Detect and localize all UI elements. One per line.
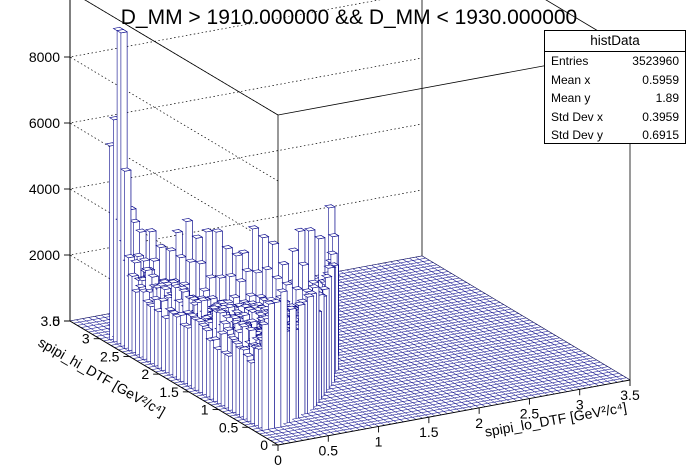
x-tick-label: 2 bbox=[475, 415, 483, 431]
stats-row: Mean y 1.89 bbox=[545, 89, 685, 108]
y-tick-label: 2.5 bbox=[100, 348, 120, 364]
z-tick-label: 4000 bbox=[29, 181, 60, 197]
stats-row: Std Dev y 0.6915 bbox=[545, 126, 685, 145]
stats-label: Std Dev x bbox=[551, 108, 603, 127]
stats-value: 0.6915 bbox=[642, 126, 679, 145]
x-tick-label: 1.5 bbox=[419, 424, 439, 440]
z-tick-label: 0 bbox=[52, 313, 60, 329]
z-tick-label: 6000 bbox=[29, 115, 60, 131]
stats-box: histData Entries 3523960 Mean x 0.5959 M… bbox=[544, 30, 686, 144]
y-tick-label: 3 bbox=[82, 331, 90, 347]
x-tick-label: 0.5 bbox=[319, 443, 339, 459]
y-tick-label: 0.5 bbox=[219, 419, 239, 435]
y-tick-label: 2 bbox=[141, 366, 149, 382]
y-tick-label: 1 bbox=[201, 402, 209, 418]
stats-label: Mean x bbox=[551, 71, 590, 90]
y-tick-label: 0 bbox=[260, 437, 268, 453]
x-tick-label: 1 bbox=[375, 433, 383, 449]
stats-value: 0.3959 bbox=[642, 108, 679, 127]
z-tick-label: 8000 bbox=[29, 49, 60, 65]
x-tick-label: 0 bbox=[274, 452, 282, 468]
stats-row: Std Dev x 0.3959 bbox=[545, 108, 685, 127]
x-axis-title: spipi_lo_DTF [GeV²/c⁴] bbox=[484, 399, 628, 440]
z-tick-label: 2000 bbox=[29, 247, 60, 263]
stats-row: Entries 3523960 bbox=[545, 52, 685, 71]
stats-value: 3523960 bbox=[632, 52, 679, 71]
stats-value: 0.5959 bbox=[642, 71, 679, 90]
y-tick-label: 1.5 bbox=[159, 384, 179, 400]
stats-value: 1.89 bbox=[656, 89, 679, 108]
stats-label: Entries bbox=[551, 52, 588, 71]
stats-label: Mean y bbox=[551, 89, 590, 108]
stats-title: histData bbox=[545, 31, 685, 52]
stats-label: Std Dev y bbox=[551, 126, 603, 145]
stats-row: Mean x 0.5959 bbox=[545, 71, 685, 90]
